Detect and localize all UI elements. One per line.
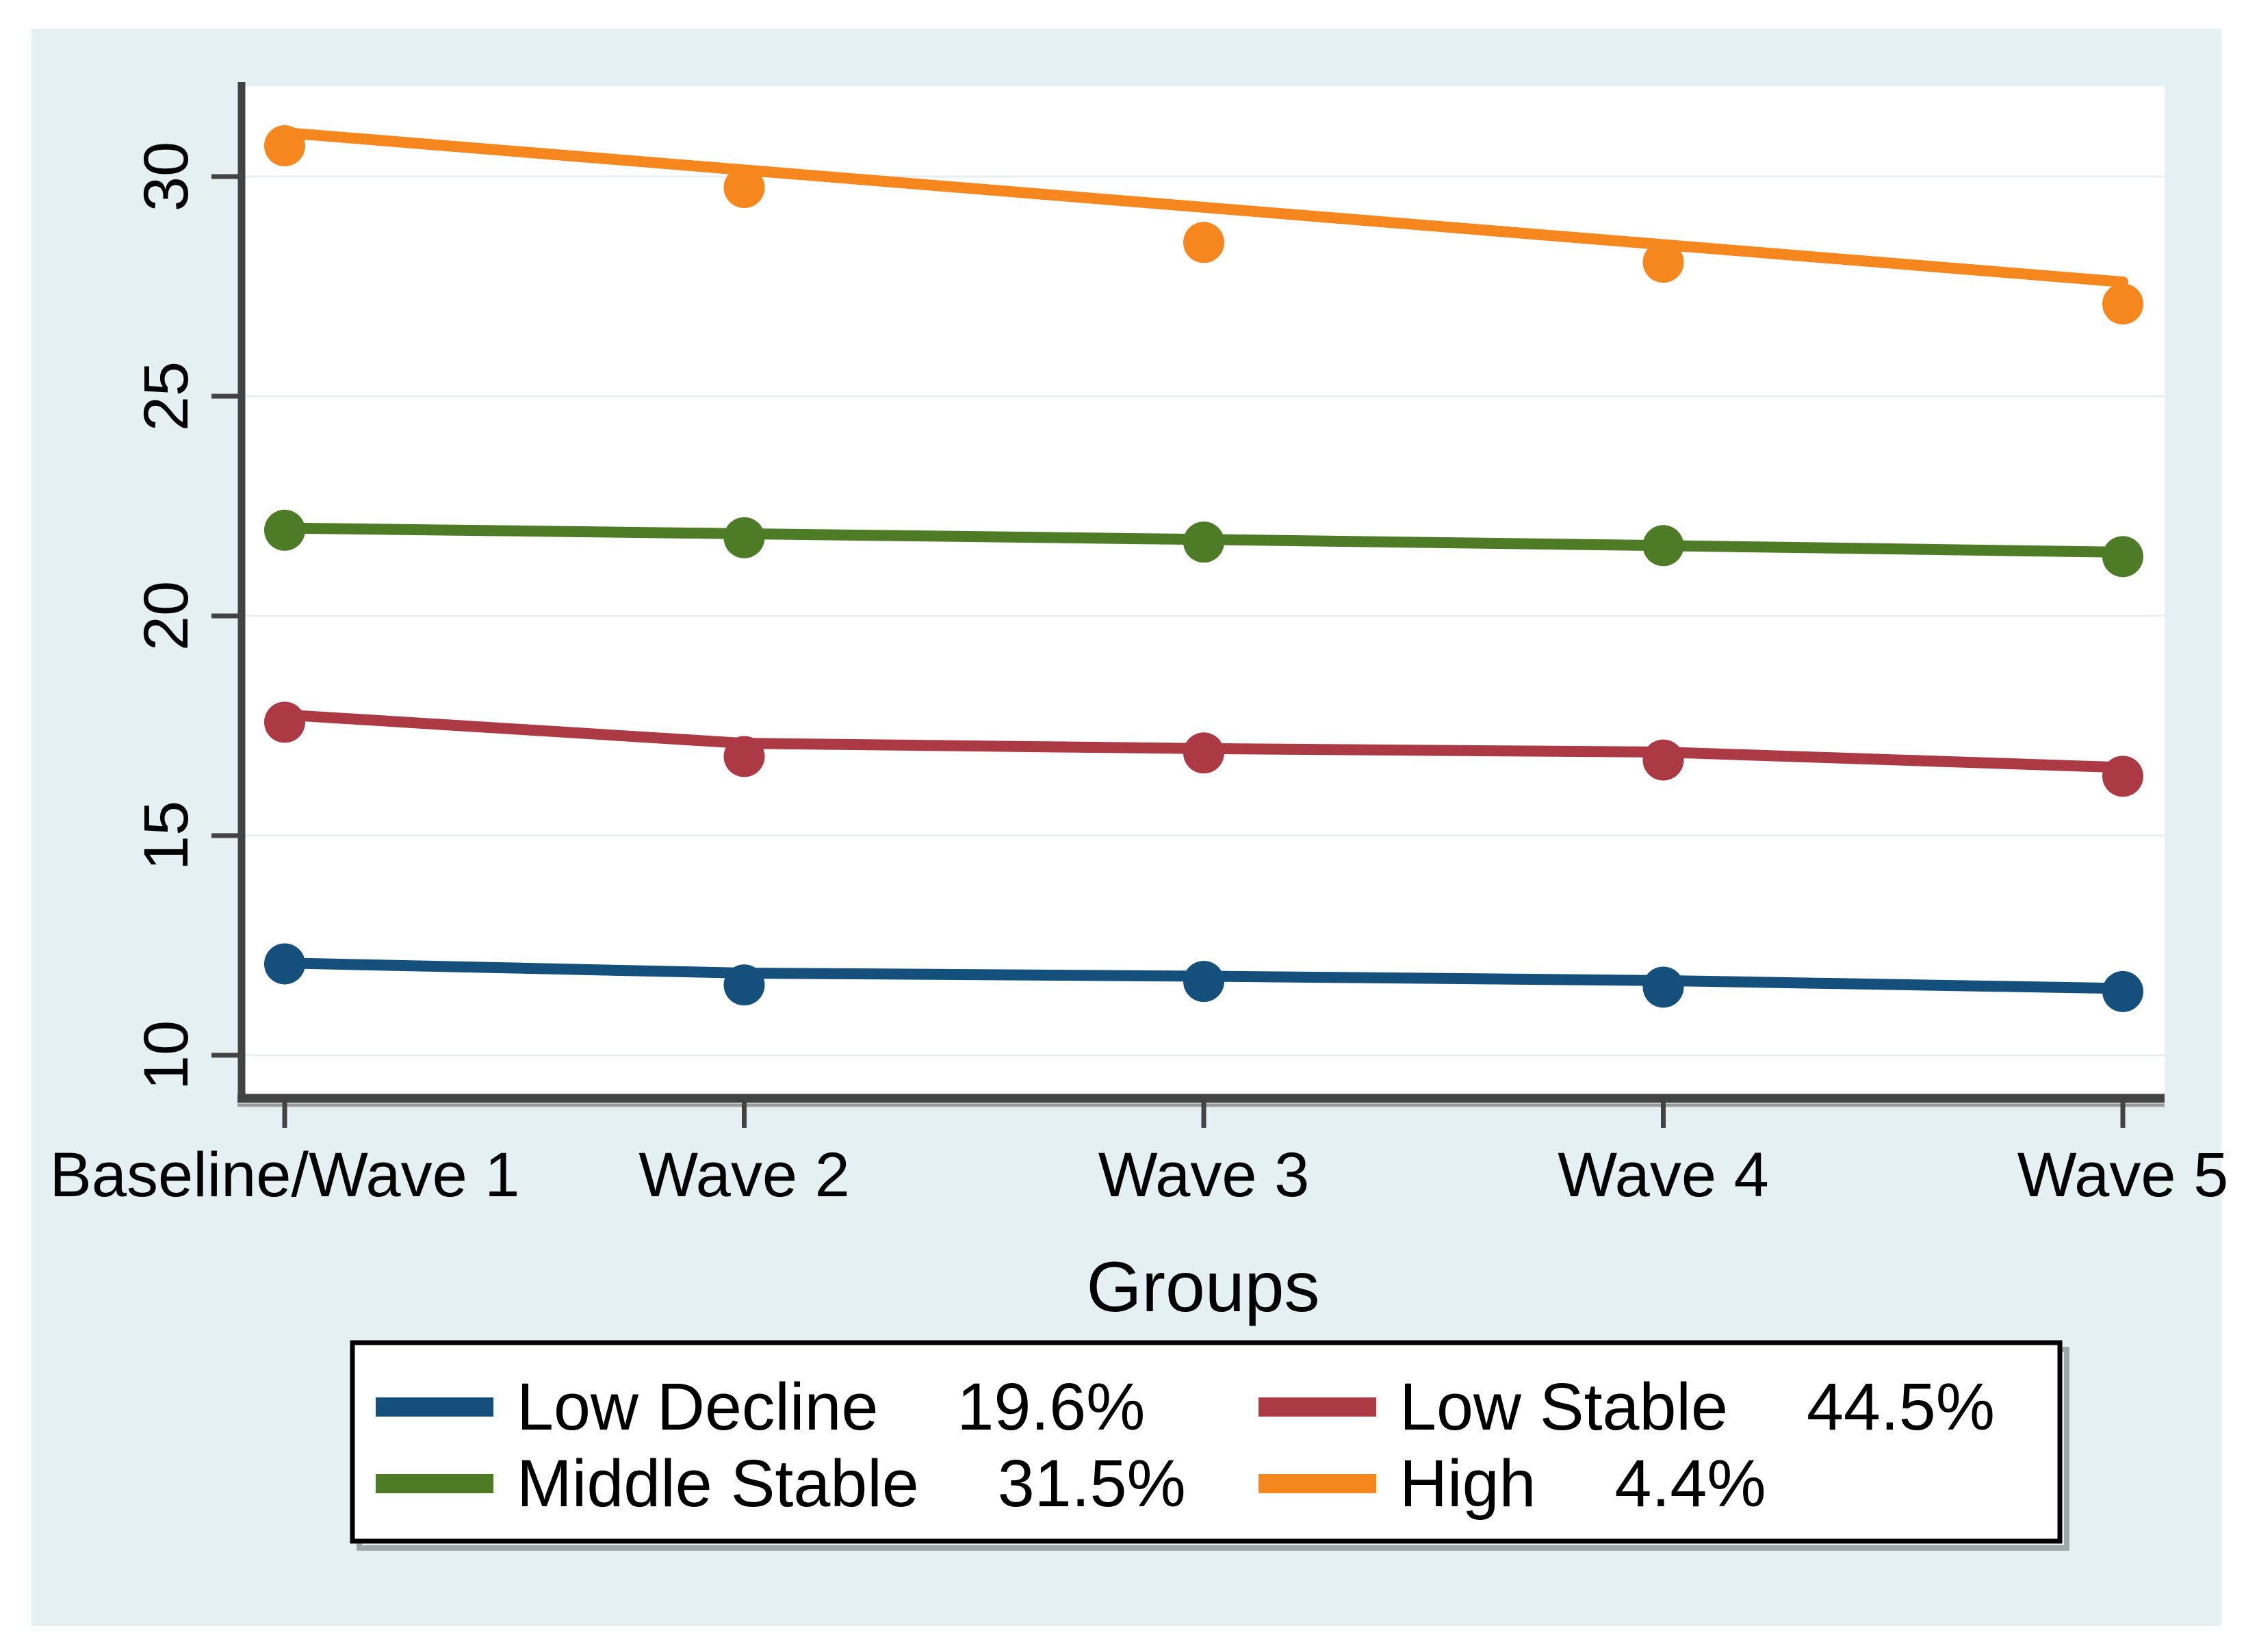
legend-item-low-stable: Low Stable 44.5% [1399,1369,1995,1444]
legend-share-low-stable: 44.5% [1807,1369,1995,1444]
x-axis-title: Groups [1086,1248,1319,1327]
legend-label-high: High [1399,1446,1536,1521]
series-marker-middle-stable-wave-2 [723,517,765,558]
legend-box [350,1340,2063,1544]
series-marker-high-wave-5 [2102,283,2143,325]
legend-share-low-decline: 19.6% [957,1369,1145,1444]
legend-swatch-low-decline [376,1397,493,1417]
legend-label-low-stable: Low Stable [1399,1369,1728,1444]
axes [237,82,2165,1107]
legend-label-middle-stable: Middle Stable [517,1446,919,1521]
series-marker-high-wave-4 [1642,242,1684,283]
series-marker-low-decline-wave-3 [1183,961,1224,1003]
legend-share-middle-stable: 31.5% [998,1446,1186,1521]
series-marker-low-decline-wave-5 [2102,970,2143,1012]
x-tick-label-2: Wave 2 [638,1140,849,1210]
x-tick-label-5: Wave 5 [2017,1140,2228,1210]
series-line-high [279,127,2128,288]
gridlines [242,175,2165,1057]
series-marker-low-stable-wave-1 [264,701,305,743]
series-marker-low-decline-wave-4 [1642,966,1684,1008]
series-marker-middle-stable-wave-5 [2102,536,2143,578]
series-marker-high-wave-3 [1183,222,1224,263]
legend-item-middle-stable: Middle Stable 31.5% [517,1446,1186,1521]
legend-item-low-decline: Low Decline 19.6% [517,1369,1145,1444]
series-marker-middle-stable-wave-4 [1642,525,1684,567]
legend-label-low-decline: Low Decline [517,1369,878,1444]
x-tick-label-3: Wave 3 [1098,1140,1309,1210]
series-marker-low-stable-wave-5 [2102,756,2143,797]
legend-share-high: 4.4% [1615,1446,1766,1521]
series-marker-low-decline-wave-2 [723,964,765,1006]
legend-swatch-low-stable [1258,1397,1376,1417]
legend: Low Decline 19.6% Low Stable 44.5% Middle St… [350,1340,2069,1551]
x-ticks: Baseline/Wave 1 Wave 2 Wave 3 Wave 4 Wave 5 [50,1098,2228,1210]
series-marker-low-decline-wave-1 [264,943,305,985]
series-marker-high-wave-2 [723,167,765,209]
x-tick-label-4: Wave 4 [1558,1140,1768,1210]
legend-swatch-middle-stable [376,1474,493,1493]
series-marker-low-stable-wave-4 [1642,739,1684,781]
series-marker-low-stable-wave-3 [1183,732,1224,774]
y-tick-label-20: 20 [131,581,201,651]
legend-item-high: High 4.4% [1399,1446,1766,1521]
series-marker-middle-stable-wave-3 [1183,521,1224,563]
y-tick-label-15: 15 [131,801,201,870]
series-marker-low-stable-wave-2 [723,736,765,777]
y-tick-label-30: 30 [131,142,201,211]
series-marker-high-wave-1 [264,125,305,167]
y-tick-label-10: 10 [131,1020,201,1090]
x-tick-label-1: Baseline/Wave 1 [50,1140,520,1210]
legend-swatch-high [1258,1474,1376,1493]
y-ticks: 10 15 20 25 30 [131,142,242,1090]
y-tick-label-25: 25 [131,361,201,431]
series-marker-middle-stable-wave-1 [264,509,305,551]
series-markers [264,125,2143,1012]
